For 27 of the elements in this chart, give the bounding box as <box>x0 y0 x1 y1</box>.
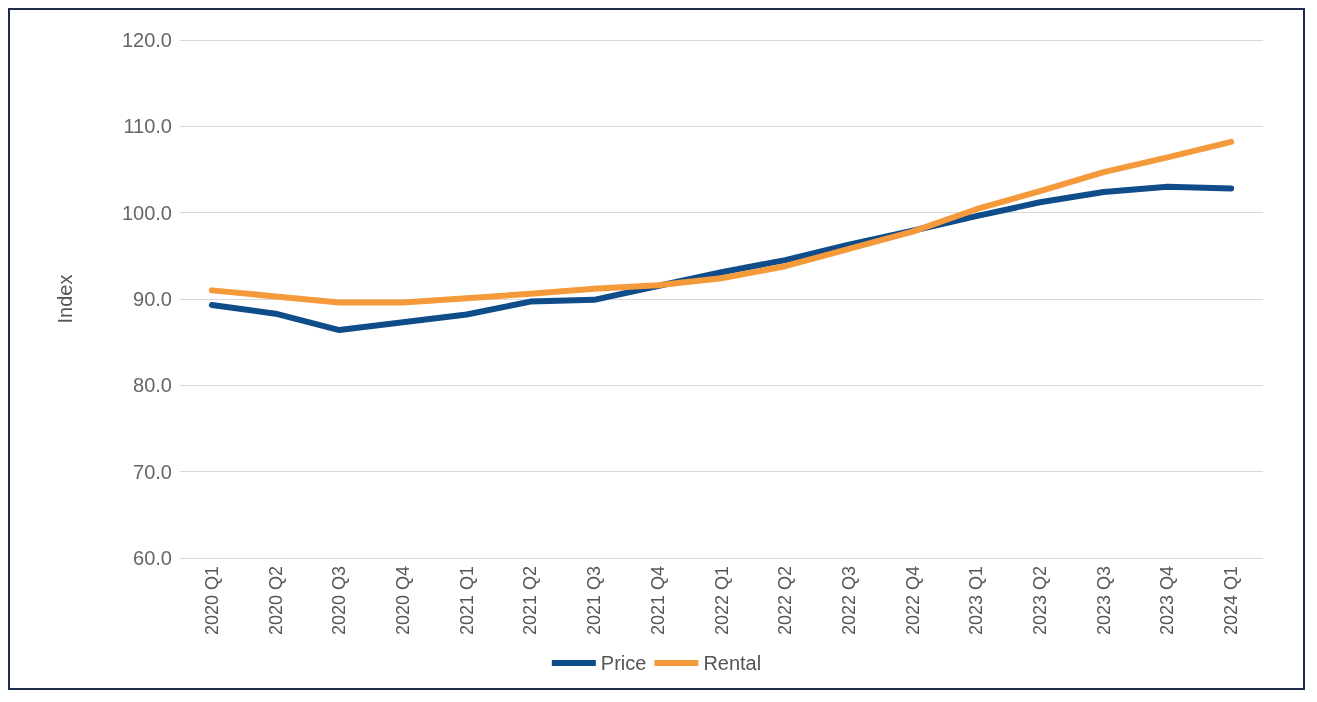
y-tick-label: 100.0 <box>121 201 172 224</box>
x-tick-label: 2022 Q2 <box>775 566 796 636</box>
x-tick-label: 2024 Q1 <box>1221 566 1242 636</box>
x-tick-label: 2021 Q3 <box>584 566 605 636</box>
x-tick-label: 2022 Q1 <box>711 566 732 636</box>
legend-label: Rental <box>703 652 762 674</box>
x-tick-label: 2020 Q3 <box>329 566 350 636</box>
x-tick-label: 2020 Q2 <box>265 566 286 636</box>
x-tick-label: 2023 Q2 <box>1030 566 1051 636</box>
y-tick-label: 70.0 <box>133 460 172 483</box>
y-tick-label: 120.0 <box>121 29 172 51</box>
x-tick-label: 2021 Q1 <box>456 566 477 636</box>
y-tick-label: 110.0 <box>123 115 172 138</box>
x-tick-label: 2022 Q3 <box>838 566 859 636</box>
y-tick-label: 90.0 <box>133 288 172 310</box>
y-axis-title: Index <box>54 274 76 324</box>
x-tick-label: 2023 Q3 <box>1093 566 1114 636</box>
x-tick-label: 2021 Q4 <box>647 566 668 636</box>
legend-label: Price <box>600 652 647 674</box>
x-tick-label: 2021 Q2 <box>520 566 541 636</box>
x-tick-label: 2022 Q4 <box>902 566 923 636</box>
y-tick-label: 60.0 <box>133 547 172 569</box>
x-tick-label: 2020 Q1 <box>201 566 222 636</box>
x-tick-label: 2023 Q4 <box>1157 566 1178 636</box>
x-tick-label: 2023 Q1 <box>966 566 987 636</box>
y-tick-label: 80.0 <box>133 374 172 397</box>
x-tick-label: 2020 Q4 <box>392 566 413 636</box>
